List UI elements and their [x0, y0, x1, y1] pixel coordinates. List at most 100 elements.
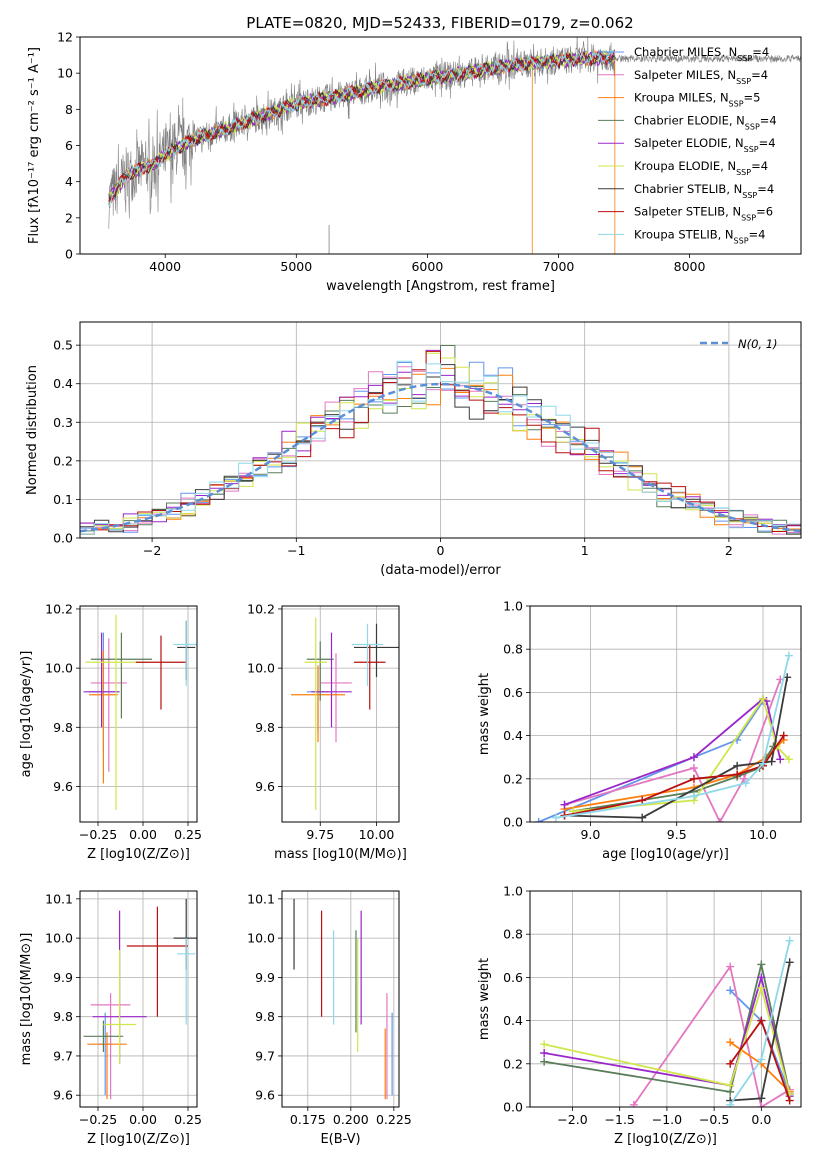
mass-weight-line-salpeter-stelib	[564, 735, 785, 817]
mass-weight-vs-age-axes: 9.0 9.5 10.0 0.0 0.2 0.4 0.6 0.8 1.0 age [log10(a…	[477, 599, 802, 862]
residuals-xtick-label: 0	[437, 543, 445, 558]
mass-weight-marker-salpeter-miles	[726, 962, 735, 971]
mass-vs-Z-xtick-label: 0.00	[129, 1112, 157, 1127]
spectrum-ytick-label: 12	[57, 30, 73, 45]
legend-label-salpeter-miles: Salpeter MILES, NSSP=4	[634, 68, 768, 86]
age-vs-mass-ytick-label: 10.2	[247, 601, 275, 616]
age-vs-mass-ytick-label: 9.6	[255, 779, 275, 794]
mass-vs-Z-xlabel: Z [log10(Z/Z⊙)]	[87, 1132, 190, 1147]
residuals-ytick-label: 0.5	[53, 338, 73, 353]
mass-weight-vs-Z-ytick-label: 0.4	[503, 1013, 523, 1028]
mass-weight-marker-salpeter-miles	[740, 774, 749, 783]
legend-label-normal: N(0, 1)	[738, 337, 778, 351]
mass-vs-ebv-xtick-label: 0.200	[333, 1112, 369, 1127]
mass-vs-Z-ytick-label: 10.0	[45, 931, 73, 946]
mass-weight-vs-age-ylabel: mass weight	[477, 673, 492, 755]
mass-weight-marker-kroupa-stelib	[757, 1055, 766, 1064]
mass-weight-vs-Z-ylabel: mass weight	[477, 958, 492, 1040]
residuals-xtick-label: −1	[287, 543, 305, 558]
mass-weight-vs-age-ytick-label: 0.2	[503, 771, 523, 786]
model-line-chabrier-elodie	[108, 50, 616, 206]
residuals-ytick-label: 0.4	[53, 376, 73, 391]
residuals-xlabel: (data-model)/error	[380, 563, 501, 578]
mass-weight-marker-salpeter-miles	[757, 1103, 766, 1107]
spectrum-xtick-label: 5000	[280, 259, 312, 274]
spectrum-legend: Chabrier MILES, NSSP=4 Salpeter MILES, NS…	[598, 45, 777, 245]
model-line-chabrier-miles	[108, 48, 616, 202]
mass-weight-marker-chabrier-stelib	[785, 958, 794, 967]
mass-weight-marker-salpeter-elodie	[540, 1049, 549, 1057]
legend-label-kroupa-miles: Kroupa MILES, NSSP=5	[634, 91, 760, 109]
model-line-salpeter-stelib	[108, 49, 615, 203]
mass-weight-marker-kroupa-stelib	[785, 936, 794, 945]
residuals-ytick-label: 0.3	[53, 415, 73, 430]
spectrum-ytick-label: 2	[65, 210, 73, 225]
mass-weight-marker-salpeter-elodie	[560, 800, 569, 809]
spectrum-title: PLATE=0820, MJD=52433, FIBERID=0179, z=0…	[246, 14, 633, 32]
mass-weight-marker-kroupa-elodie	[759, 694, 768, 703]
model-line-kroupa-elodie	[108, 49, 615, 199]
spectrum-xlabel: wavelength [Angstrom, rest frame]	[326, 279, 555, 294]
mass-weight-vs-Z-ytick-label: 0.8	[503, 927, 523, 942]
mass-weight-marker-chabrier-stelib	[638, 813, 647, 822]
spectrum-xtick-label: 8000	[674, 259, 706, 274]
age-vs-mass-ytick-label: 10.0	[247, 661, 275, 676]
mass-weight-marker-salpeter-stelib	[689, 774, 698, 783]
mass-weight-marker-kroupa-stelib	[726, 1100, 735, 1107]
mass-vs-Z-xtick-label: 0.25	[174, 1112, 202, 1127]
mass-weight-marker-chabrier-elodie	[540, 1057, 549, 1066]
mass-weight-vs-Z-ytick-label: 0.0	[503, 1100, 523, 1115]
spectrum-ylabel: Flux [fλ10⁻¹⁷ erg cm⁻² s⁻¹ A⁻¹]	[27, 47, 42, 244]
mass-weight-marker-salpeter-stelib	[757, 1016, 766, 1025]
residuals-xtick-label: 1	[581, 543, 589, 558]
mass-weight-marker-kroupa-elodie	[757, 984, 766, 993]
residuals-ytick-label: 0.0	[53, 531, 73, 546]
model-line-kroupa-stelib	[108, 49, 615, 207]
mass-vs-Z-ytick-label: 9.8	[53, 1009, 73, 1024]
mass-weight-marker-salpeter-elodie	[689, 753, 698, 762]
age-vs-mass-axes: 9.75 10.00 9.6 9.8 10.0 10.2 mass [log10(M/M⊙)…	[247, 601, 407, 862]
mass-weight-marker-chabrier-stelib	[733, 761, 742, 770]
legend-label-salpeter-elodie: Salpeter ELODIE, NSSP=4	[634, 136, 776, 154]
mass-weight-marker-kroupa-stelib	[759, 759, 768, 768]
legend-label-chabrier-miles: Chabrier MILES, NSSP=4	[634, 45, 769, 63]
mass-weight-marker-salpeter-stelib	[726, 1059, 735, 1068]
normal-distribution-curve	[80, 382, 801, 533]
mass-weight-vs-Z-ytick-label: 0.6	[503, 970, 523, 985]
mass-weight-marker-kroupa-stelib	[784, 651, 793, 660]
age-vs-Z-xtick-label: 0.00	[129, 827, 157, 842]
mass-weight-marker-chabrier-stelib	[757, 1094, 766, 1103]
mass-weight-marker-kroupa-elodie	[784, 755, 793, 764]
mass-weight-marker-kroupa-elodie	[726, 1081, 735, 1090]
residuals-xtick-label: 2	[725, 543, 733, 558]
age-vs-Z-plot-area	[83, 614, 197, 811]
mass-weight-vs-age-ytick-label: 0.8	[503, 642, 523, 657]
mass-weight-vs-Z-xlabel: Z [log10(Z/Z⊙)]	[614, 1132, 717, 1147]
age-vs-Z-xtick-label: −0.25	[79, 827, 117, 842]
mass-vs-ebv-xtick-label: 0.175	[290, 1112, 326, 1127]
mass-weight-marker-chabrier-miles	[534, 818, 543, 822]
mass-weight-vs-age-ytick-label: 0.4	[503, 728, 523, 743]
residuals-ytick-label: 0.1	[53, 492, 73, 507]
mass-vs-Z-ytick-label: 9.9	[53, 970, 73, 985]
mass-weight-vs-age-xtick-label: 9.0	[580, 827, 600, 842]
mass-vs-Z-frame	[79, 890, 198, 1108]
model-line-salpeter-miles	[108, 50, 616, 205]
model-line-salpeter-elodie	[108, 51, 616, 200]
mass-weight-vs-Z-ytick-label: 0.2	[503, 1056, 523, 1071]
mass-weight-line-salpeter-elodie	[544, 973, 791, 1097]
mass-weight-vs-Z-xtick-label: −1.0	[652, 1112, 682, 1127]
mass-weight-marker-kroupa-stelib	[551, 813, 560, 822]
mass-weight-marker-chabrier-elodie	[757, 960, 766, 969]
mass-weight-marker-kroupa-stelib	[741, 779, 750, 788]
mass-vs-Z-ytick-label: 10.1	[45, 891, 73, 906]
age-vs-mass-xtick-label: 10.00	[359, 827, 395, 842]
mass-weight-marker-kroupa-elodie	[540, 1040, 549, 1049]
mass-weight-vs-Z-xtick-label: −1.5	[605, 1112, 635, 1127]
spectrum-axes: 4000 5000 6000 7000 8000 0 2 4 6 8 10 12 wavelength …	[27, 30, 802, 294]
age-vs-Z-frame	[79, 605, 198, 823]
mass-weight-vs-age-xlabel: age [log10(age/yr)]	[602, 847, 729, 862]
age-vs-Z-ytick-label: 10.0	[45, 661, 73, 676]
spectrum-ytick-label: 0	[65, 247, 73, 262]
legend-label-chabrier-stelib: Chabrier STELIB, NSSP=4	[634, 182, 774, 200]
